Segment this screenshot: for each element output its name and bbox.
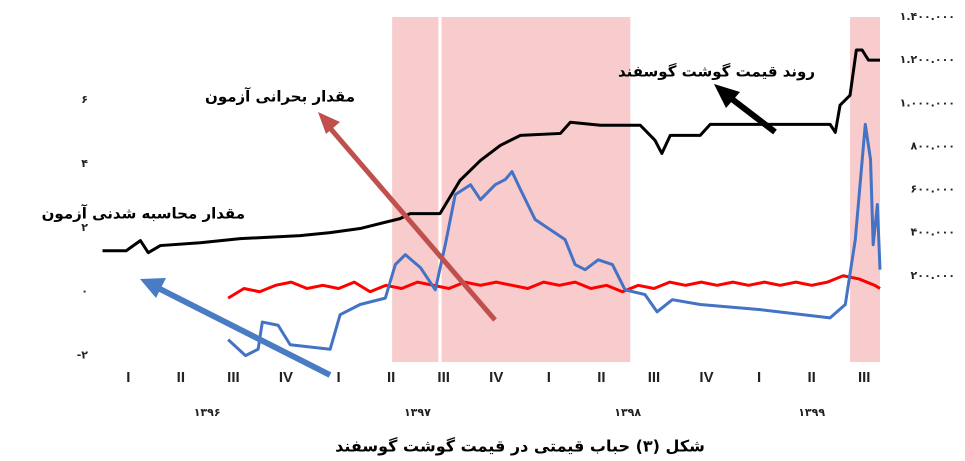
lines: [102, 48, 882, 358]
year-label: ۱۳۹۹: [798, 406, 825, 419]
x-tick-label: II: [177, 369, 185, 386]
y2-tick-label: ۸۰۰.۰۰۰: [911, 139, 955, 152]
x-tick-label: IV: [489, 369, 503, 386]
y2-tick-label: ۶۰۰.۰۰۰: [911, 183, 955, 196]
annotation: روند قیمت گوشت گوسفند: [618, 63, 815, 81]
x-tick-label: I: [547, 369, 551, 386]
x-tick-label: III: [858, 369, 871, 386]
y2-tick-label: ۱.۲۰۰.۰۰۰: [900, 53, 955, 66]
series-line: [227, 122, 882, 358]
x-tick-label: IV: [279, 369, 293, 386]
x-tick-label: III: [648, 369, 661, 386]
arrow: [156, 285, 332, 378]
series-line: [227, 274, 881, 300]
y-tick-label: ۰: [81, 285, 88, 298]
y2-tick-label: ۱.۰۰۰.۰۰۰: [900, 96, 955, 109]
annotation: مقدار محاسبه شدنی آزمون: [42, 205, 245, 223]
x-tick-label: II: [597, 369, 605, 386]
y-tick-label: ۴: [81, 157, 88, 170]
year-label: ۱۳۹۶: [194, 406, 221, 419]
annotation: مقدار بحرانی آزمون: [205, 88, 355, 106]
arrow-head: [318, 112, 340, 134]
year-label: ۱۳۹۸: [614, 406, 641, 419]
y2-tick-label: ۴۰۰.۰۰۰: [911, 226, 955, 239]
x-tick-label: II: [387, 369, 395, 386]
arrow-head: [714, 84, 740, 108]
arrow: [328, 126, 497, 322]
y-tick-label: ۶: [81, 93, 88, 106]
x-tick-label: II: [807, 369, 815, 386]
y2-tick-label: ۲۰۰.۰۰۰: [911, 269, 955, 282]
x-tick-label: IV: [699, 369, 713, 386]
x-tick-label: III: [227, 369, 240, 386]
year-label: ۱۳۹۷: [404, 406, 431, 419]
y2-tick-label: ۱.۴۰۰.۰۰۰: [900, 10, 955, 23]
shaded-regions: [392, 17, 880, 362]
shaded-region: [392, 17, 631, 362]
y-tick-label: ۲: [81, 221, 88, 234]
x-tick-label: I: [336, 369, 340, 386]
x-tick-label: I: [757, 369, 761, 386]
arrows: [140, 84, 777, 378]
arrow: [726, 93, 777, 135]
x-tick-label: I: [126, 369, 130, 386]
shaded-region: [850, 17, 880, 362]
x-tick-label: III: [437, 369, 450, 386]
arrow-head: [140, 278, 166, 298]
series-line: [102, 48, 880, 255]
y-tick-label: -۲: [77, 349, 89, 362]
chart-title: شکل (۳) حباب قیمتی در قیمت گوشت گوسفند: [335, 437, 705, 456]
